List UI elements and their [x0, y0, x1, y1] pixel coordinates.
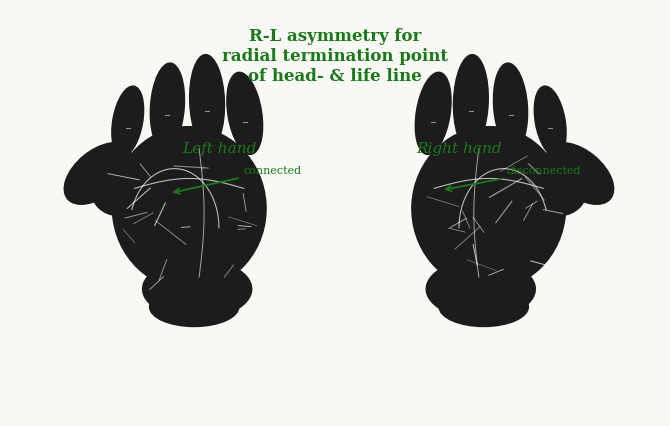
Ellipse shape [64, 143, 132, 204]
Text: Right hand: Right hand [416, 142, 502, 156]
Ellipse shape [454, 55, 488, 148]
Text: connected: connected [174, 166, 302, 194]
Ellipse shape [112, 86, 143, 156]
Text: Left hand: Left hand [182, 142, 256, 156]
Ellipse shape [415, 72, 451, 154]
Ellipse shape [493, 63, 527, 150]
Ellipse shape [534, 86, 566, 156]
Ellipse shape [143, 259, 252, 319]
Ellipse shape [149, 287, 239, 326]
Ellipse shape [426, 259, 535, 319]
Ellipse shape [546, 143, 614, 204]
Text: R-L asymmetry for
radial termination point
of head- & life line: R-L asymmetry for radial termination poi… [222, 29, 448, 85]
Ellipse shape [190, 55, 224, 148]
Ellipse shape [439, 287, 529, 326]
Text: disconnected: disconnected [446, 166, 581, 191]
Ellipse shape [113, 127, 266, 290]
Ellipse shape [227, 72, 263, 154]
Ellipse shape [533, 161, 588, 216]
Ellipse shape [412, 127, 565, 290]
Ellipse shape [150, 63, 184, 150]
Ellipse shape [90, 161, 145, 216]
